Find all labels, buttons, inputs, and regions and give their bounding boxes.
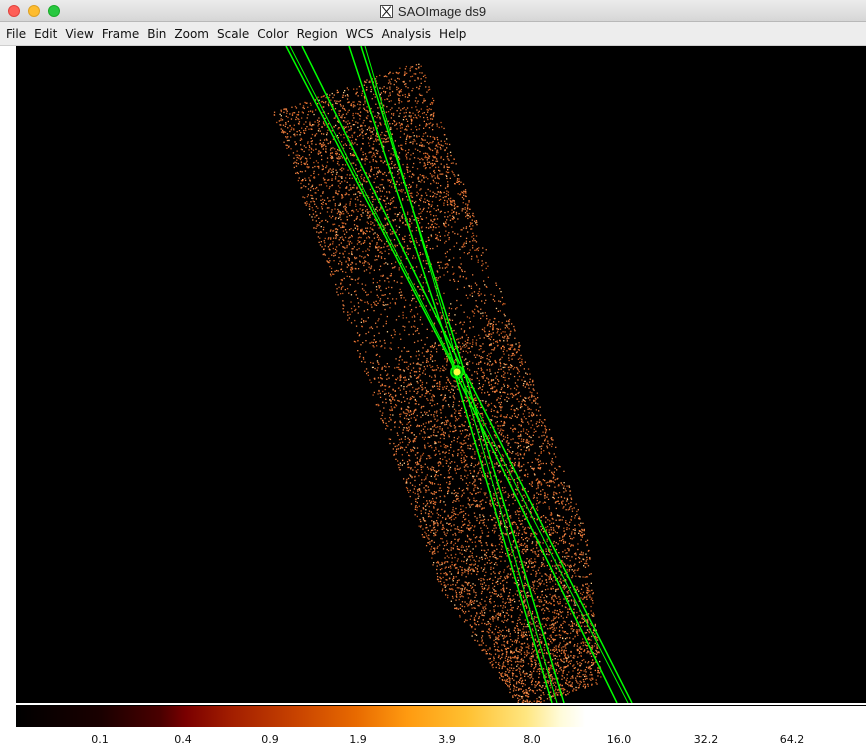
region-line[interactable] — [302, 46, 460, 364]
menu-frame[interactable]: Frame — [98, 23, 143, 45]
image-canvas[interactable] — [16, 46, 866, 703]
colorbar-tick: 0.9 — [261, 733, 279, 746]
window-title: SAOImage ds9 — [398, 4, 486, 19]
colorbar-tick: 16.0 — [607, 733, 632, 746]
menu-color[interactable]: Color — [253, 23, 292, 45]
colorbar-tick: 8.0 — [523, 733, 541, 746]
menu-view[interactable]: View — [61, 23, 97, 45]
region-line[interactable] — [286, 46, 452, 364]
title-bar: SAOImage ds9 — [0, 0, 866, 22]
colorbar-tick: 64.2 — [780, 733, 805, 746]
menu-region[interactable]: Region — [293, 23, 342, 45]
colorbar-tick: 3.9 — [438, 733, 456, 746]
region-line[interactable] — [462, 364, 564, 703]
menu-edit[interactable]: Edit — [30, 23, 61, 45]
menu-bin[interactable]: Bin — [143, 23, 170, 45]
menu-file[interactable]: File — [2, 23, 30, 45]
left-margin — [0, 46, 16, 745]
region-line[interactable] — [349, 46, 454, 364]
colorbar-tick: 1.9 — [349, 733, 367, 746]
x11-icon — [380, 5, 393, 18]
colorbar-tick: 32.2 — [694, 733, 719, 746]
menu-bar: File Edit View Frame Bin Zoom Scale Colo… — [0, 22, 866, 46]
menu-analysis[interactable]: Analysis — [378, 23, 435, 45]
colorbar-tick: 0.4 — [174, 733, 192, 746]
window-title-area: SAOImage ds9 — [0, 0, 866, 22]
menu-zoom[interactable]: Zoom — [170, 23, 213, 45]
colorbar-tick: 0.1 — [91, 733, 109, 746]
menu-wcs[interactable]: WCS — [342, 23, 378, 45]
menu-help[interactable]: Help — [435, 23, 470, 45]
menu-scale[interactable]: Scale — [213, 23, 253, 45]
source-marker[interactable] — [450, 365, 464, 379]
colorbar-gradient[interactable] — [16, 706, 866, 727]
event-scatter — [274, 64, 602, 703]
image-display[interactable] — [16, 46, 866, 703]
colorbar[interactable]: 0.1 0.4 0.9 1.9 3.9 8.0 16.0 32.2 64.2 — [16, 703, 866, 745]
